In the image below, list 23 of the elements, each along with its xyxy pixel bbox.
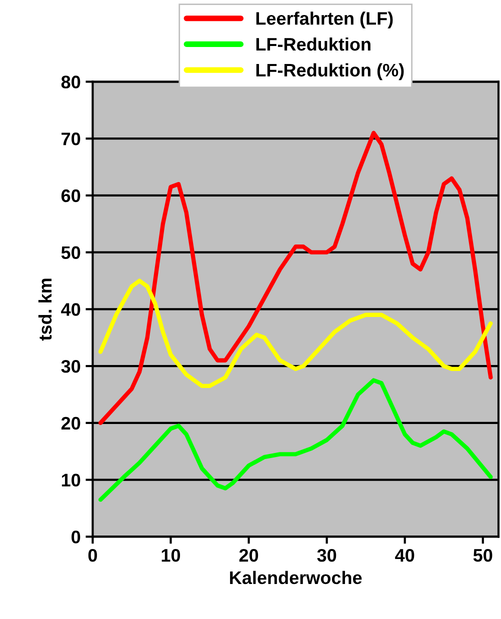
legend-label: LF-Reduktion (%) bbox=[256, 63, 404, 80]
x-axis-title: Kalenderwoche bbox=[230, 570, 362, 584]
y-tick-label: 20 bbox=[61, 416, 80, 430]
x-tick-label: 40 bbox=[395, 548, 414, 562]
y-tick-label: 50 bbox=[61, 246, 80, 260]
y-tick-label: 40 bbox=[61, 303, 80, 316]
x-tick-label: 10 bbox=[162, 548, 180, 562]
y-tick-label: 80 bbox=[61, 76, 80, 88]
y-tick-label: 70 bbox=[62, 132, 80, 146]
x-tick-label: 0 bbox=[88, 548, 97, 562]
x-tick-label: 30 bbox=[317, 548, 336, 562]
line-series bbox=[98, 378, 493, 502]
legend-label: Leerfahrten (LF) bbox=[256, 12, 393, 28]
x-tick-label: 50 bbox=[473, 548, 492, 562]
line-series bbox=[98, 278, 493, 388]
y-tick-label: 30 bbox=[61, 360, 80, 373]
x-tick-label: 20 bbox=[239, 548, 258, 562]
line-series bbox=[98, 130, 493, 426]
y-tick-label: 0 bbox=[72, 530, 80, 544]
y-tick-label: 10 bbox=[62, 474, 80, 487]
y-axis-title: tsd. km bbox=[38, 278, 52, 341]
y-tick-label: 60 bbox=[61, 189, 80, 202]
legend-label: LF-Reduktion bbox=[256, 37, 370, 51]
